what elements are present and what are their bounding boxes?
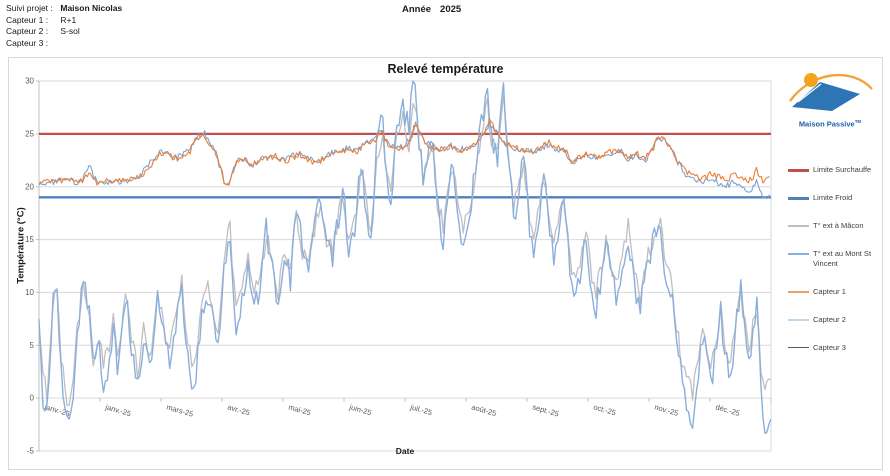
project-value: Maison Nicolas [60, 3, 123, 13]
legend-label: Capteur 2 [813, 315, 846, 324]
x-tick-label: juin-25 [347, 402, 372, 417]
x-tick-label: mars-25 [165, 402, 194, 418]
legend-label: Limite Froid [813, 193, 853, 202]
logo-caption: Maison PassiveTM [784, 118, 876, 129]
y-tick-label: -5 [27, 447, 35, 456]
legend-swatch [788, 291, 809, 293]
legend-swatch [788, 225, 809, 227]
sensor2-label: Capteur 2 : [6, 26, 49, 36]
sensor1-label: Capteur 1 : [6, 14, 49, 25]
x-tick-label: nov.-25 [653, 402, 679, 417]
year-label: Année [402, 4, 432, 15]
legend-swatch [788, 169, 809, 172]
y-tick-label: 5 [30, 341, 35, 350]
swoosh-icon [789, 73, 873, 102]
chart-frame[interactable]: 30 25 20 15 10 5 0 -5 janv.-25 janv.-25 mars-25 avr… [8, 57, 883, 470]
project-row: Suivi projet : Maison Nicolas [6, 3, 122, 15]
legend-item-t-ext-au-mont-st-vincent[interactable]: T° ext au Mont St Vincent [788, 249, 883, 269]
year-value: 2025 [440, 4, 462, 15]
x-tick-label: oct.-25 [592, 402, 617, 417]
y-tick-label: 25 [25, 129, 34, 138]
legend-item-capteur-1[interactable]: Capteur 1 [788, 287, 883, 297]
x-tick-label: déc.-25 [714, 402, 741, 418]
x-tick-label: avr.-25 [226, 402, 251, 417]
legend-item-limite-froid[interactable]: Limite Froid [788, 193, 883, 203]
legend-label: T° ext à Mâcon [813, 221, 864, 230]
x-tick-label: juil.-25 [408, 402, 433, 417]
legend-item-capteur-2[interactable]: Capteur 2 [788, 315, 883, 325]
series-t-ext-m-con [38, 94, 772, 407]
x-tick-label: août-25 [470, 402, 497, 418]
sensor3-label: Capteur 3 : [6, 37, 49, 48]
project-meta: Suivi projet : Maison Nicolas Capteur 1 … [6, 3, 122, 49]
roof-ridge-line [797, 83, 822, 103]
chart-title: Relevé température [387, 62, 504, 76]
sensor2-value: S-sol [60, 26, 80, 36]
legend-item-t-ext-m-con[interactable]: T° ext à Mâcon [788, 221, 883, 231]
series-t-ext-au-mont-st-vincent [38, 80, 772, 435]
project-label: Suivi projet : [6, 3, 53, 13]
sensor3-row: Capteur 3 : [6, 38, 122, 50]
legend-swatch [788, 253, 809, 255]
y-tick-label: 30 [25, 77, 34, 86]
x-tick-label: sept.-25 [531, 402, 560, 418]
x-tick-label: mai-25 [287, 402, 312, 417]
legend-label: Limite Surchauffe [813, 165, 872, 174]
logo-text: Maison Passive [798, 119, 855, 129]
series-capteur-1 [38, 118, 770, 186]
maison-passive-logo: Maison PassiveTM [784, 71, 876, 128]
legend-swatch [788, 197, 809, 200]
roof-icon [792, 82, 860, 111]
legend-item-limite-surchauffe[interactable]: Limite Surchauffe [788, 165, 883, 175]
legend-label: Capteur 3 [813, 343, 846, 352]
y-tick-label: 10 [25, 288, 34, 297]
logo-graphic [789, 73, 873, 111]
y-tick-label: 0 [30, 394, 35, 403]
year-header: Année 2025 [402, 4, 470, 15]
x-axis-title: Date [395, 446, 415, 456]
legend-label: Capteur 1 [813, 287, 846, 296]
legend-swatch [788, 347, 809, 349]
sensor1-row: Capteur 1 : R+1 [6, 15, 122, 27]
legend-swatch [788, 319, 809, 321]
y-axis-title: Température (°C) [15, 207, 27, 284]
sun-icon [804, 73, 818, 87]
sensor2-row: Capteur 2 : S-sol [6, 26, 122, 38]
y-tick-label: 15 [25, 235, 34, 244]
sensor1-value: R+1 [60, 14, 77, 25]
logo-tm: TM [854, 119, 862, 124]
legend: Limite Surchauffe Limite Froid T° ext à Mâ… [788, 165, 883, 371]
legend-label: T° ext au Mont St Vincent [813, 249, 872, 268]
y-tick-label: 20 [25, 182, 34, 191]
legend-item-capteur-3[interactable]: Capteur 3 [788, 343, 883, 353]
x-tick-label: janv.-25 [103, 402, 132, 418]
